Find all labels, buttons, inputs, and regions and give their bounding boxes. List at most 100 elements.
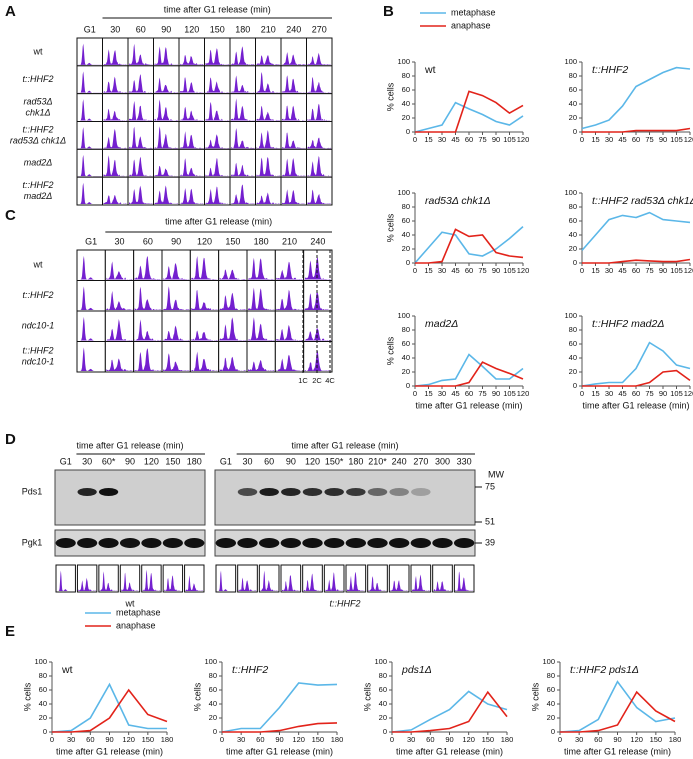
lane-label: G1 xyxy=(220,456,232,466)
band xyxy=(237,488,258,496)
y-axis-label: % cells xyxy=(385,336,395,365)
y-tick-label: 80 xyxy=(569,325,577,334)
y-tick-label: 20 xyxy=(402,244,410,253)
x-axis-label: time after G1 release (min) xyxy=(415,400,522,410)
y-axis-label: % cells xyxy=(362,682,372,711)
facs-profile xyxy=(205,134,229,149)
y-tick-label: 60 xyxy=(402,216,410,225)
x-tick-label: 60 xyxy=(632,389,640,398)
blot-header: time after G1 release (min) xyxy=(76,440,183,450)
facs-profile xyxy=(248,359,275,371)
y-tick-label: 60 xyxy=(402,85,410,94)
facs-profile xyxy=(106,358,133,371)
facs-profile xyxy=(231,128,255,149)
grid-header: time after G1 release (min) xyxy=(164,4,271,14)
facs-cell xyxy=(76,65,103,95)
facs-profile xyxy=(307,156,331,177)
band xyxy=(77,488,97,496)
row-label: ndc10-1 xyxy=(22,321,55,331)
facs-profile xyxy=(303,573,322,591)
row-label: mad2Δ xyxy=(24,158,53,168)
facs-cell xyxy=(76,341,106,373)
facs-profile xyxy=(304,290,331,310)
row-label: wt xyxy=(33,46,43,56)
x-tick-label: 15 xyxy=(591,135,599,144)
series-line xyxy=(391,690,508,733)
x-tick-label: 90 xyxy=(492,389,500,398)
facs-box xyxy=(55,564,76,593)
series-line xyxy=(581,211,691,251)
facs-profile xyxy=(219,317,246,341)
x-tick-label: 45 xyxy=(451,266,459,275)
chart-title: t::HHF2 mad2Δ xyxy=(592,318,664,330)
y-tick-label: 100 xyxy=(564,311,577,320)
facs-profile xyxy=(256,192,280,204)
x-tick-label: 30 xyxy=(237,735,245,744)
panel-label: C xyxy=(5,207,16,224)
y-tick-label: 20 xyxy=(547,713,555,722)
legend-label: metaphase xyxy=(451,7,496,17)
x-tick-label: 60 xyxy=(86,735,94,744)
column-label: 210 xyxy=(282,236,297,246)
x-tick-label: 45 xyxy=(451,135,459,144)
facs-profile xyxy=(307,52,331,65)
lane-label: 180 xyxy=(348,456,363,466)
facs-profile xyxy=(231,162,255,177)
y-tick-label: 100 xyxy=(397,311,410,320)
ploidy-marker: 1C xyxy=(298,376,308,385)
x-tick-label: 30 xyxy=(438,266,446,275)
band xyxy=(302,488,323,496)
facs-profile xyxy=(282,189,306,204)
legend-label: anaphase xyxy=(451,20,491,30)
facs-profile xyxy=(231,46,255,65)
column-label: 90 xyxy=(171,236,181,246)
facs-profile xyxy=(78,182,102,204)
band xyxy=(411,488,431,496)
facs-profile xyxy=(282,75,306,93)
x-tick-label: 45 xyxy=(451,389,459,398)
lane-label: 210* xyxy=(368,456,387,466)
legend-label: metaphase xyxy=(116,607,161,617)
blot-pds1 xyxy=(54,469,206,526)
lane-label: 330 xyxy=(457,456,472,466)
facs-profile xyxy=(276,324,303,341)
lane-label: 270 xyxy=(413,456,428,466)
chart-title: wt xyxy=(61,664,73,676)
facs-box xyxy=(215,564,237,593)
y-tick-label: 60 xyxy=(569,216,577,225)
facs-profile xyxy=(219,356,246,371)
x-tick-label: 105 xyxy=(670,266,683,275)
grid-header: time after G1 release (min) xyxy=(165,216,272,226)
row-label: t::HHF2 xyxy=(22,124,53,134)
x-tick-label: 60 xyxy=(632,135,640,144)
column-label: 90 xyxy=(161,24,171,34)
facs-profile xyxy=(325,572,343,591)
facs-profile xyxy=(412,574,430,591)
facs-profile xyxy=(219,292,246,310)
facs-profile xyxy=(307,189,331,204)
series-line xyxy=(581,341,691,387)
row-label: t::HHF2 xyxy=(22,346,53,356)
y-tick-label: 80 xyxy=(379,671,387,680)
row-label: rad53Δ chk1Δ xyxy=(10,135,66,145)
series-line xyxy=(559,680,676,733)
chart-title: rad53Δ chk1Δ xyxy=(425,195,491,207)
mw-title: MW xyxy=(488,469,504,479)
y-tick-label: 100 xyxy=(204,657,217,666)
x-tick-label: 75 xyxy=(645,266,653,275)
band xyxy=(258,538,280,548)
x-tick-label: 30 xyxy=(605,135,613,144)
x-axis-label: time after G1 release (min) xyxy=(396,746,503,756)
blot-pds1 xyxy=(214,469,476,526)
facs-cell xyxy=(76,93,103,122)
y-tick-label: 40 xyxy=(402,99,410,108)
x-axis-label: time after G1 release (min) xyxy=(564,746,671,756)
lane-label: 90 xyxy=(286,456,296,466)
column-label: 270 xyxy=(312,24,327,34)
y-tick-label: 0 xyxy=(573,127,577,136)
series-line xyxy=(560,690,676,733)
y-tick-label: 60 xyxy=(569,339,577,348)
facs-cell xyxy=(76,37,103,67)
facs-profile xyxy=(191,256,218,280)
facs-profile xyxy=(106,261,133,280)
